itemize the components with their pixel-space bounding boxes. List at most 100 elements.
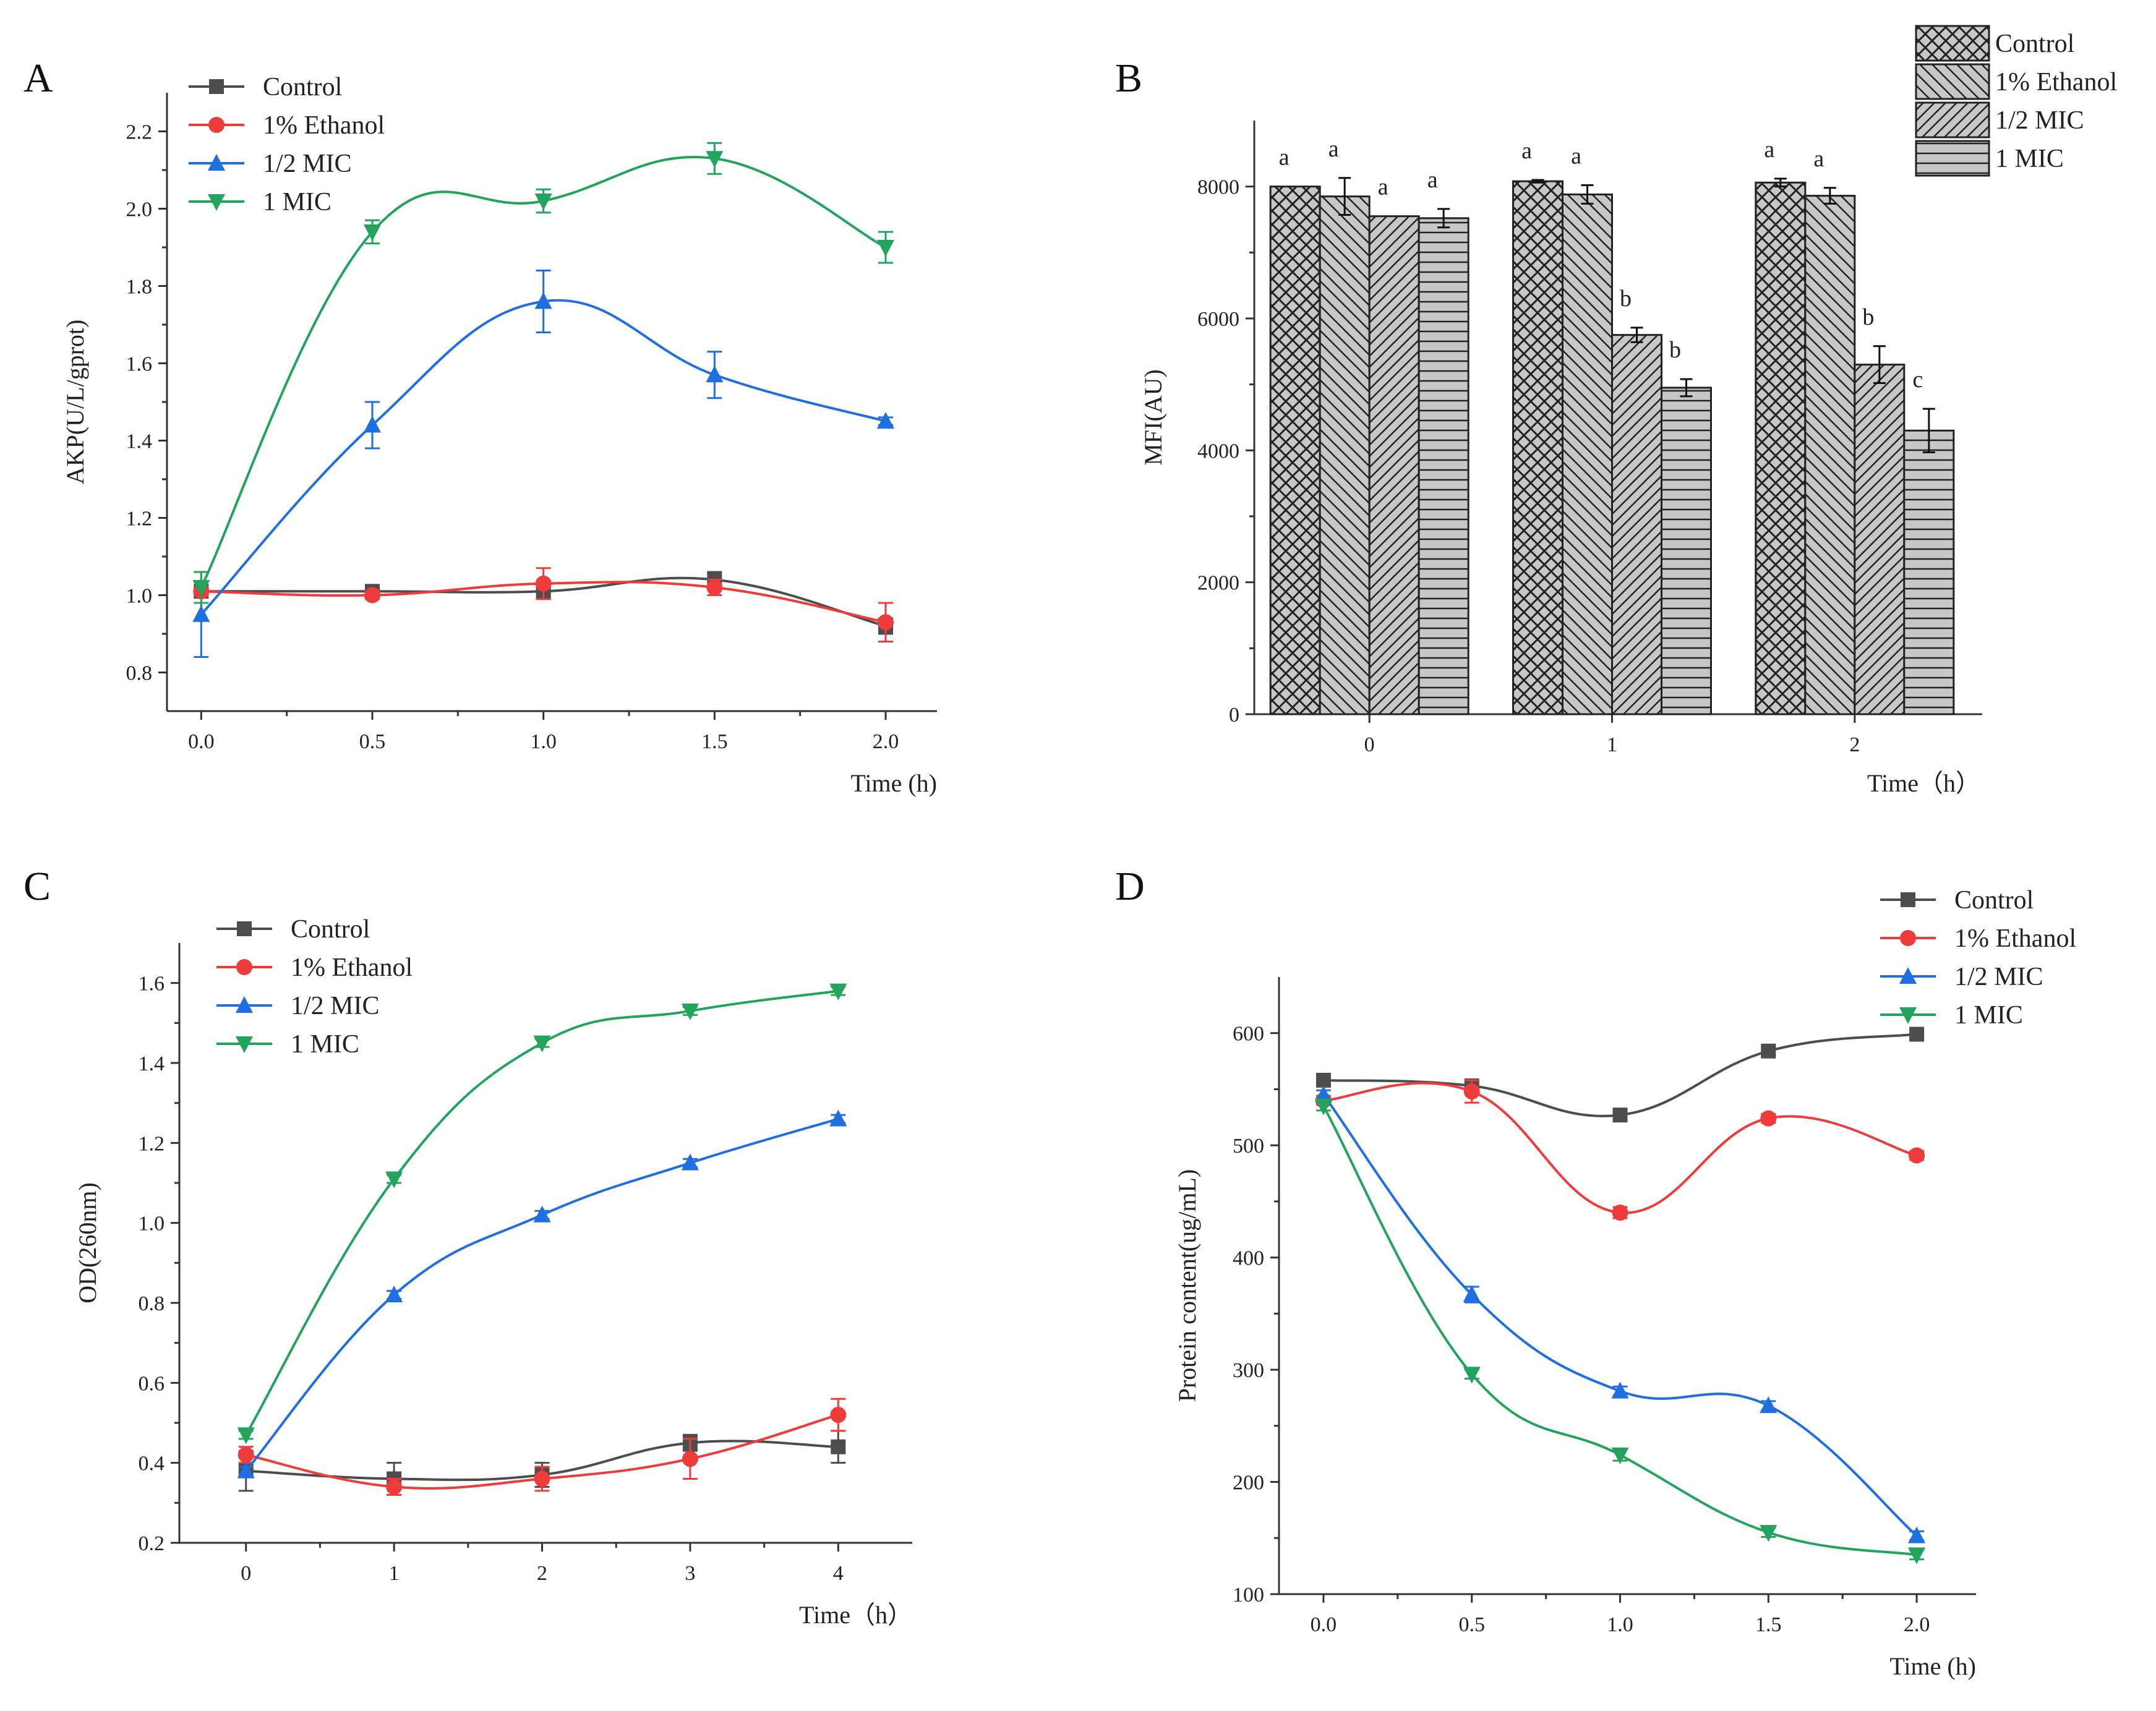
significance-letter: a — [1764, 137, 1774, 163]
series-1-mic — [1314, 1098, 1926, 1564]
panel-letter-d: D — [1115, 864, 1145, 909]
y-tick-label: 2.0 — [126, 198, 153, 221]
data-point — [192, 605, 210, 622]
data-point — [1611, 1381, 1629, 1399]
data-point — [1463, 1285, 1481, 1302]
significance-letter: a — [1378, 174, 1388, 200]
x-tick-label: 1 — [389, 1562, 400, 1585]
series-control — [1315, 1026, 1925, 1123]
x-tick-label: 1.5 — [1755, 1613, 1782, 1636]
data-point — [1909, 1147, 1925, 1164]
data-point — [237, 1427, 255, 1444]
data-point — [237, 1446, 254, 1463]
data-point — [1315, 1072, 1331, 1088]
y-tick-label: 1.4 — [139, 1052, 165, 1075]
x-tick-label: 0.0 — [1311, 1613, 1337, 1636]
legend-label: Control — [1995, 30, 2074, 58]
series-1-ethanol — [193, 567, 894, 642]
x-axis-title: Time（h） — [799, 1601, 912, 1629]
series-line — [245, 1117, 839, 1472]
significance-letter: c — [1912, 367, 1923, 393]
y-tick-label: 400 — [1233, 1247, 1264, 1270]
panel-a-akp-chart: A 0.8 1.0 1.2 1.4 1.6 1.8 2.0 2.2 0.0 0.5 1.0 1.5 2.… — [24, 56, 937, 797]
legend-label: 1 MIC — [1954, 1001, 2023, 1030]
data-point — [830, 1407, 847, 1423]
data-point — [829, 983, 847, 1001]
legend: Control 1% Ethanol 1/2 MIC 1 MIC — [1915, 25, 2117, 177]
legend-label: 1 MIC — [291, 1030, 359, 1059]
legend-label: 1% Ethanol — [263, 111, 385, 140]
legend-label: 1% Ethanol — [1995, 68, 2117, 96]
legend-marker — [1900, 930, 1916, 946]
x-tick-label: 1.0 — [530, 730, 557, 753]
y-tick-label: 1.6 — [126, 353, 153, 376]
data-point — [192, 580, 210, 597]
significance-letter: b — [1620, 286, 1632, 312]
x-tick-label: 4 — [833, 1562, 844, 1585]
bar-1-2-mic — [1854, 364, 1906, 715]
data-point — [364, 587, 380, 604]
data-point — [535, 575, 552, 592]
legend-label: 1/2 MIC — [263, 150, 352, 178]
y-tick-label: 0.2 — [139, 1532, 165, 1555]
legend: Control 1% Ethanol 1/2 MIC 1 MIC — [189, 73, 385, 216]
y-tick-label: 1.2 — [126, 508, 153, 531]
data-point — [829, 1109, 847, 1127]
y-tick-label: 1.4 — [126, 430, 153, 453]
data-point — [1612, 1205, 1628, 1221]
legend-label: 1/2 MIC — [291, 992, 380, 1020]
significance-letter: a — [1427, 167, 1438, 193]
panel-c-od260-chart: C 0.2 0.4 0.6 0.8 1.0 1.2 1.4 1.6 0 1 2 3 4 OD(260nm)… — [24, 864, 912, 1629]
series-line — [1323, 1082, 1917, 1214]
x-tick-label: 1.5 — [701, 730, 728, 753]
legend-label: Control — [263, 73, 342, 101]
legend-label: 1/2 MIC — [1954, 963, 2043, 991]
series-line — [200, 155, 886, 588]
series-line — [1322, 1094, 1918, 1537]
x-tick-label: 2.0 — [1904, 1613, 1930, 1636]
legend-marker — [209, 79, 224, 94]
y-tick-label: 0.4 — [139, 1453, 165, 1475]
series-1-mic — [237, 983, 847, 1444]
data-point — [706, 579, 723, 595]
x-tick-label: 2.0 — [873, 730, 899, 753]
legend-marker — [208, 117, 225, 133]
data-point — [831, 1439, 846, 1454]
bar-1-2-mic — [1611, 334, 1662, 715]
data-point — [534, 292, 552, 309]
data-point — [878, 614, 894, 631]
data-point — [1463, 1367, 1481, 1384]
panel-d-protein-chart: D 100 200 300 400 500 600 0.0 0.5 1.0 1.5 2.0 Prote… — [1115, 864, 2076, 1680]
y-tick-label: 1.8 — [126, 276, 153, 299]
x-axis-title: Time（h） — [1867, 769, 1980, 797]
data-point — [706, 151, 724, 168]
legend-marker — [208, 154, 225, 171]
legend-marker — [208, 194, 225, 211]
bar-1-mic — [1418, 217, 1469, 715]
legend-marker — [236, 959, 252, 975]
bar-1-mic — [1661, 386, 1712, 715]
x-tick-label: 1.0 — [1607, 1613, 1633, 1636]
legend-marker — [236, 996, 253, 1013]
series-line — [1323, 1033, 1917, 1117]
y-tick-label: 0.6 — [139, 1372, 165, 1395]
significance-letter: a — [1521, 138, 1532, 164]
x-tick-label: 0.0 — [188, 730, 215, 753]
data-point — [1909, 1026, 1925, 1042]
series-1-mic — [192, 142, 894, 604]
data-point — [533, 1205, 551, 1222]
data-point — [385, 1171, 403, 1188]
bar-1-ethanol — [1804, 195, 1856, 715]
legend-marker — [237, 921, 252, 936]
y-tick-label: 100 — [1233, 1584, 1264, 1606]
data-point — [533, 1035, 551, 1052]
y-tick-label: 4000 — [1197, 440, 1239, 463]
y-tick-label: 300 — [1233, 1359, 1264, 1382]
legend-label: 1% Ethanol — [1954, 924, 2076, 953]
legend-marker — [1901, 892, 1915, 907]
x-tick-label: 0.5 — [1458, 1613, 1485, 1636]
legend-marker — [1899, 1007, 1917, 1024]
data-point — [1908, 1526, 1926, 1543]
series-1-2-mic — [1314, 1085, 1926, 1543]
bar-1-ethanol — [1319, 195, 1371, 715]
